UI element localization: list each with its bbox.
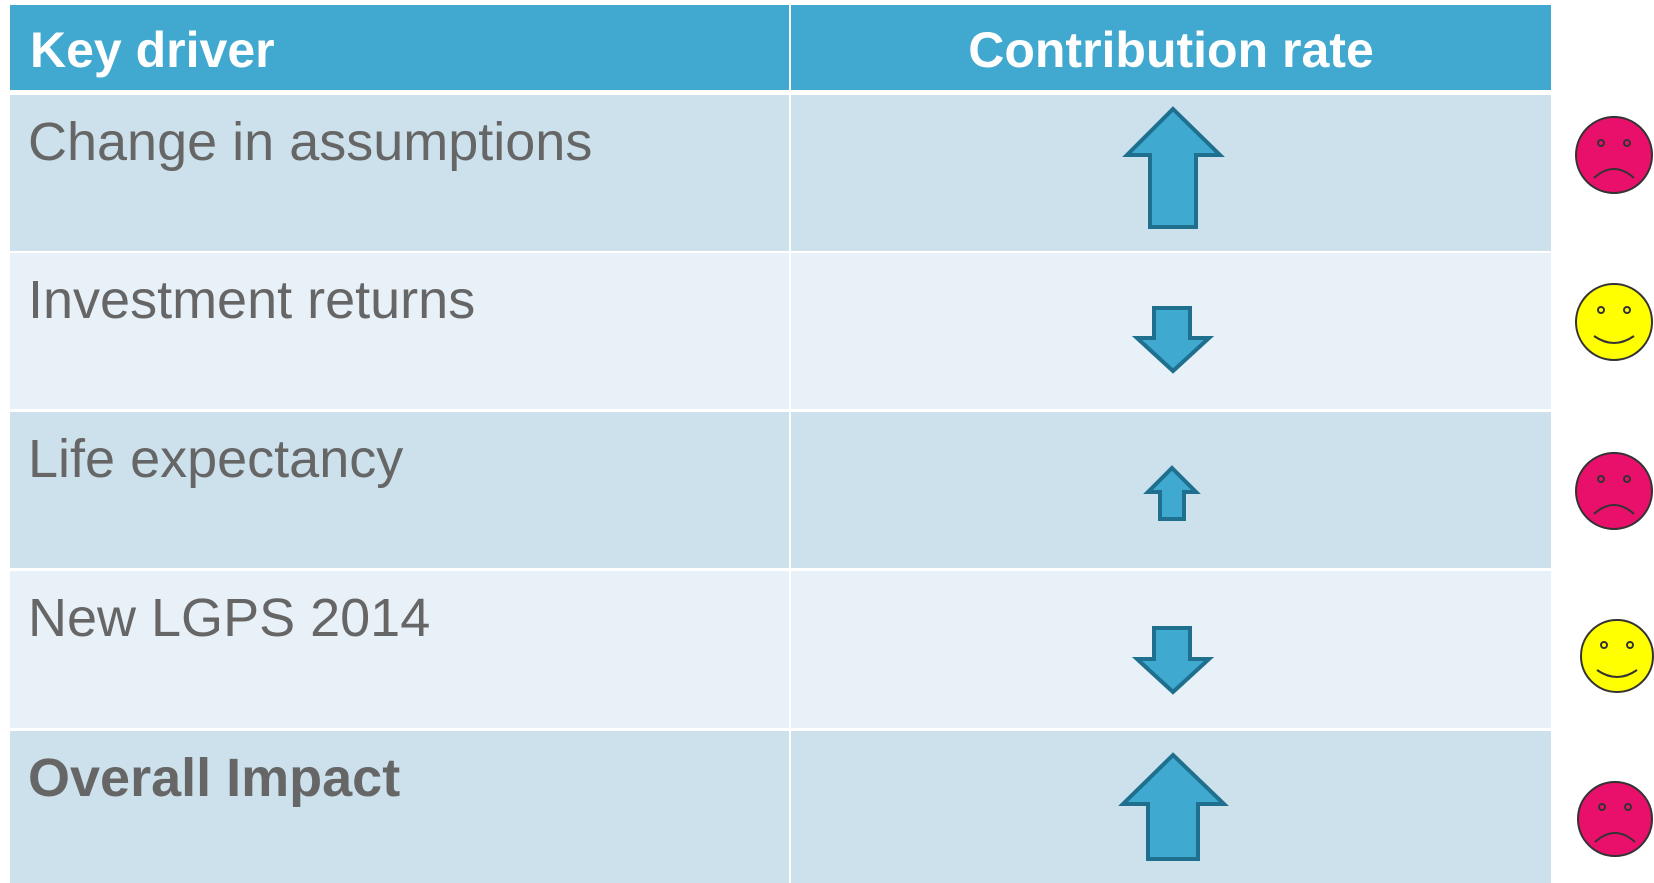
happy-face (1580, 619, 1654, 693)
up-arrow (1122, 106, 1225, 229)
row-cell (10, 731, 789, 883)
header-cell (791, 5, 1551, 90)
faces (1575, 116, 1654, 857)
driver-label: Life expectancy (28, 429, 403, 489)
row-cell (10, 571, 789, 728)
header-label: Contribution rate (968, 22, 1374, 78)
down-arrow (1131, 306, 1215, 374)
driver-label: Change in assumptions (28, 112, 592, 172)
row-cell (10, 95, 789, 251)
sad-face (1577, 781, 1653, 857)
up-arrow (1143, 465, 1201, 521)
happy-face (1575, 283, 1653, 361)
up-arrow (1118, 752, 1229, 861)
driver-label: Investment returns (28, 270, 475, 330)
arrows (1118, 106, 1229, 861)
row-cell (10, 412, 789, 568)
driver-label: Overall Impact (28, 748, 400, 808)
table: Key driver Contribution rate Change in a… (10, 5, 1551, 883)
down-arrow (1131, 626, 1215, 695)
sad-face (1575, 116, 1653, 194)
driver-label: New LGPS 2014 (28, 588, 430, 648)
header-cell (10, 5, 789, 90)
sad-face (1575, 452, 1653, 530)
row-cell (10, 253, 789, 409)
header-label: Key driver (30, 22, 275, 78)
